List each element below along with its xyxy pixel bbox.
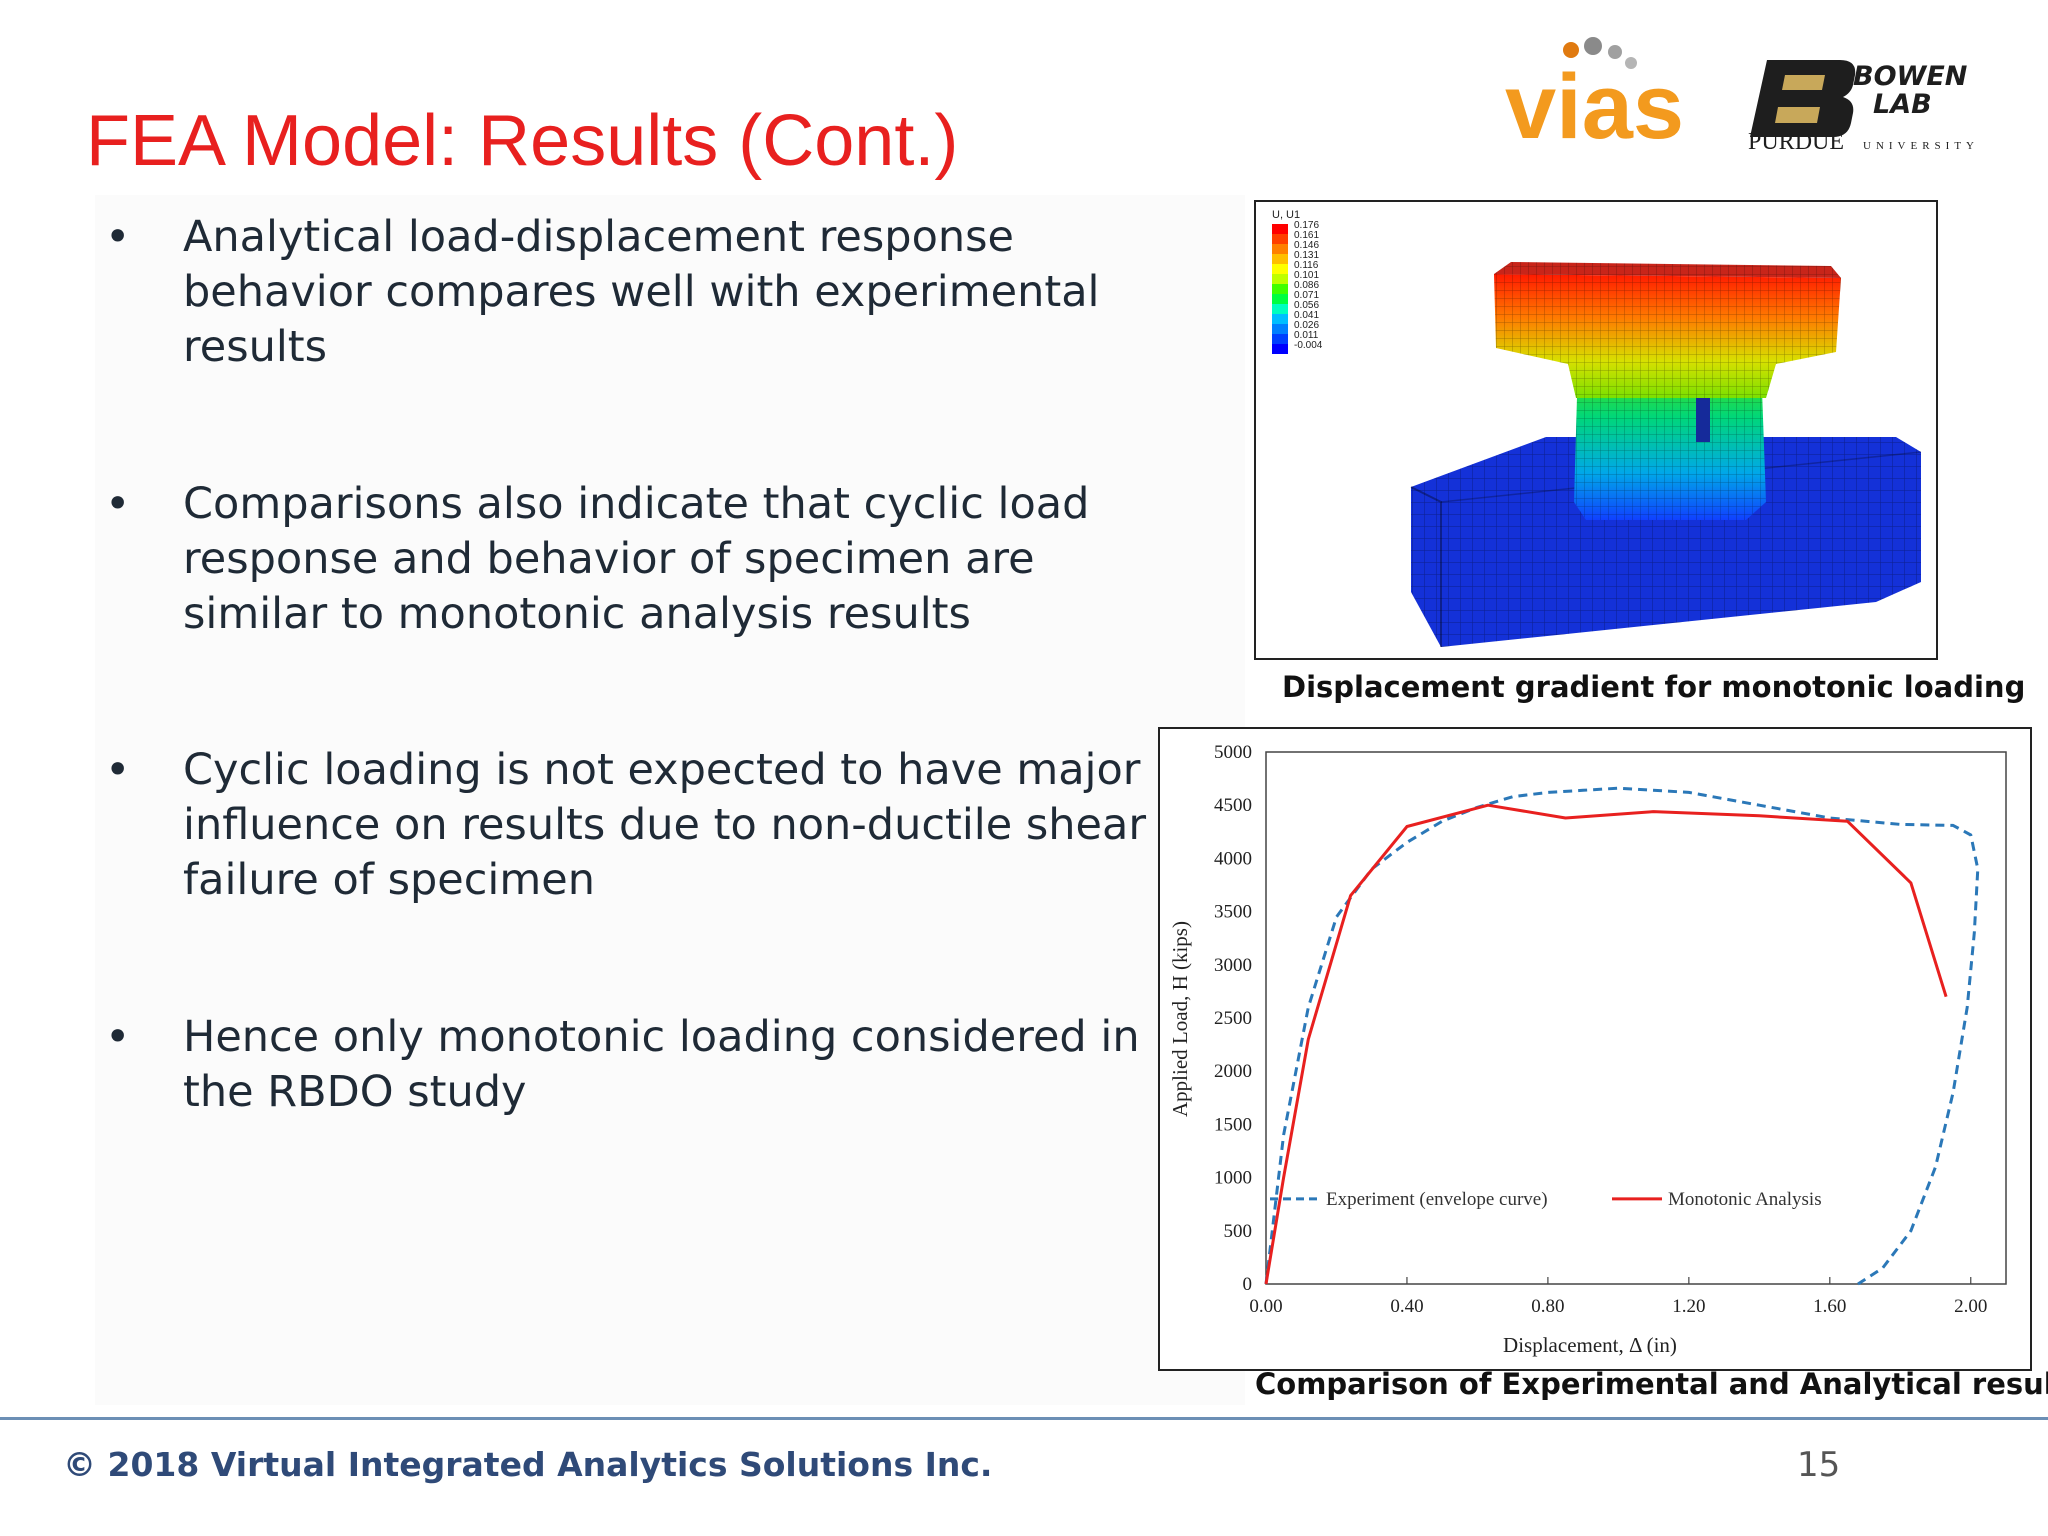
logo-dot [1608,45,1622,59]
vias-logo: vias [1505,37,1684,150]
legend-swatch [1272,254,1288,264]
legend-value: 0.056 [1294,300,1319,311]
legend-value: 0.026 [1294,320,1319,331]
legend-swatch [1272,324,1288,334]
legend-value: 0.116 [1294,260,1319,271]
legend-value: 0.041 [1294,310,1319,321]
load-displacement-chart: 0.00 0.40 0.80 1.20 1.60 2.00 0 500 1000 1500 200… [1158,727,2032,1371]
legend-swatch [1272,224,1288,234]
logo-dot [1563,42,1579,58]
lab-text: LAB [1873,89,1932,120]
legend-value: 0.131 [1294,250,1319,261]
chart-svg: 0.00 0.40 0.80 1.20 1.60 2.00 0 500 1000 1500 200… [1168,742,2007,1357]
x-tick-label: 0.40 [1390,1296,1423,1317]
bowen-text: BOWEN [1853,61,1968,92]
logo-dot [1584,37,1602,55]
y-tick-label: 500 [1224,1221,1253,1242]
y-tick-label: 1500 [1214,1114,1252,1135]
purdue-text: PURDUE [1748,129,1844,155]
vias-logo-text: vias [1505,56,1684,150]
legend-swatch [1272,234,1288,244]
legend-value: 0.176 [1294,220,1319,231]
y-tick-label: 2500 [1214,1008,1252,1029]
legend-label: Experiment (envelope curve) [1326,1189,1548,1210]
page-number: 15 [1797,1445,1841,1485]
legend-value: -0.004 [1294,340,1323,351]
bullet-text: Comparisons also indicate that cyclic lo… [183,479,1090,639]
bullet-marker: • [105,212,131,262]
x-tick-label: 2.00 [1954,1296,1987,1317]
y-tick-label: 3000 [1214,955,1252,976]
bullet-marker: • [105,479,131,529]
bowen-lab-logo: BOWEN LAB PURDUE UNIVERSITY [1748,60,1979,155]
legend-swatch [1272,344,1288,354]
y-axis: 0 500 1000 1500 2000 2500 3000 3500 4000 4500 5000 [1214,742,1252,1295]
monotonic-series-line [1264,803,1948,1285]
series-layer [1264,786,1980,1286]
logo-dot [1625,57,1637,69]
bullet-text: Hence only monotonic loading considered … [183,1012,1140,1117]
y-tick-label: 3500 [1214,902,1252,923]
contour-legend: 0.1760.1610.1460.1310.1160.1010.0860.071… [1272,220,1323,354]
x-tick-label: 0.80 [1531,1296,1564,1317]
page-title: FEA Model: Results (Cont.) [86,101,959,181]
bullet-marker: • [105,745,131,795]
bullet-text: Analytical load-displacement response be… [183,212,1100,372]
legend-label: Monotonic Analysis [1668,1189,1822,1210]
legend-swatch [1272,294,1288,304]
legend-value: 0.086 [1294,280,1319,291]
legend-swatch [1272,314,1288,324]
column-opening [1696,387,1710,442]
x-axis: 0.00 0.40 0.80 1.20 1.60 2.00 [1249,1277,1987,1317]
y-tick-label: 1000 [1214,1168,1252,1189]
y-tick-label: 2000 [1214,1061,1252,1082]
y-tick-label: 4000 [1214,848,1252,869]
footer-copyright: © 2018 Virtual Integrated Analytics Solu… [63,1445,993,1484]
legend-swatch [1272,284,1288,294]
fea-contour-figure: U, U1 0.176 0.161 0.146 0.131 0.116 0.101 0.08… [1254,200,1938,660]
bullet-text: Cyclic loading is not expected to have m… [183,745,1147,905]
footer-divider [0,1417,2048,1420]
university-text: UNIVERSITY [1863,140,1979,152]
y-tick-label: 0 [1243,1274,1253,1295]
legend-swatch [1272,334,1288,344]
legend-value: 0.161 [1294,230,1319,241]
y-axis-label: Applied Load, H (kips) [1168,921,1192,1117]
b-shape-inner-icon [1775,75,1825,123]
legend-value: 0.011 [1294,330,1319,341]
x-axis-label: Displacement, Δ (in) [1503,1333,1677,1357]
b-shape-icon [1750,60,1856,137]
content-background [95,195,1245,1405]
fea-contour-svg: U, U1 0.1760.1610.1460.1310.1160.1010.08… [1272,209,1922,647]
x-tick-label: 0.00 [1249,1296,1282,1317]
legend-swatch [1272,274,1288,284]
plot-area [1265,751,2007,1285]
bullet-marker: • [105,1012,131,1062]
legend-title: U, U1 [1272,209,1300,221]
x-tick-label: 1.20 [1672,1296,1705,1317]
legend-value: 0.071 [1294,290,1319,301]
chart-legend: Experiment (envelope curve) Monotonic Ana… [1270,1189,1822,1210]
chart-caption: Comparison of Experimental and Analytica… [1255,1367,2048,1401]
y-tick-label: 4500 [1214,795,1252,816]
y-tick-label: 5000 [1214,742,1252,763]
fea-figure-caption: Displacement gradient for monotonic load… [1282,670,2026,704]
legend-value: 0.146 [1294,240,1319,251]
legend-swatch [1272,264,1288,274]
legend-value: 0.101 [1294,270,1319,281]
legend-swatch [1272,244,1288,254]
x-tick-label: 1.60 [1813,1296,1846,1317]
legend-swatch [1272,304,1288,314]
